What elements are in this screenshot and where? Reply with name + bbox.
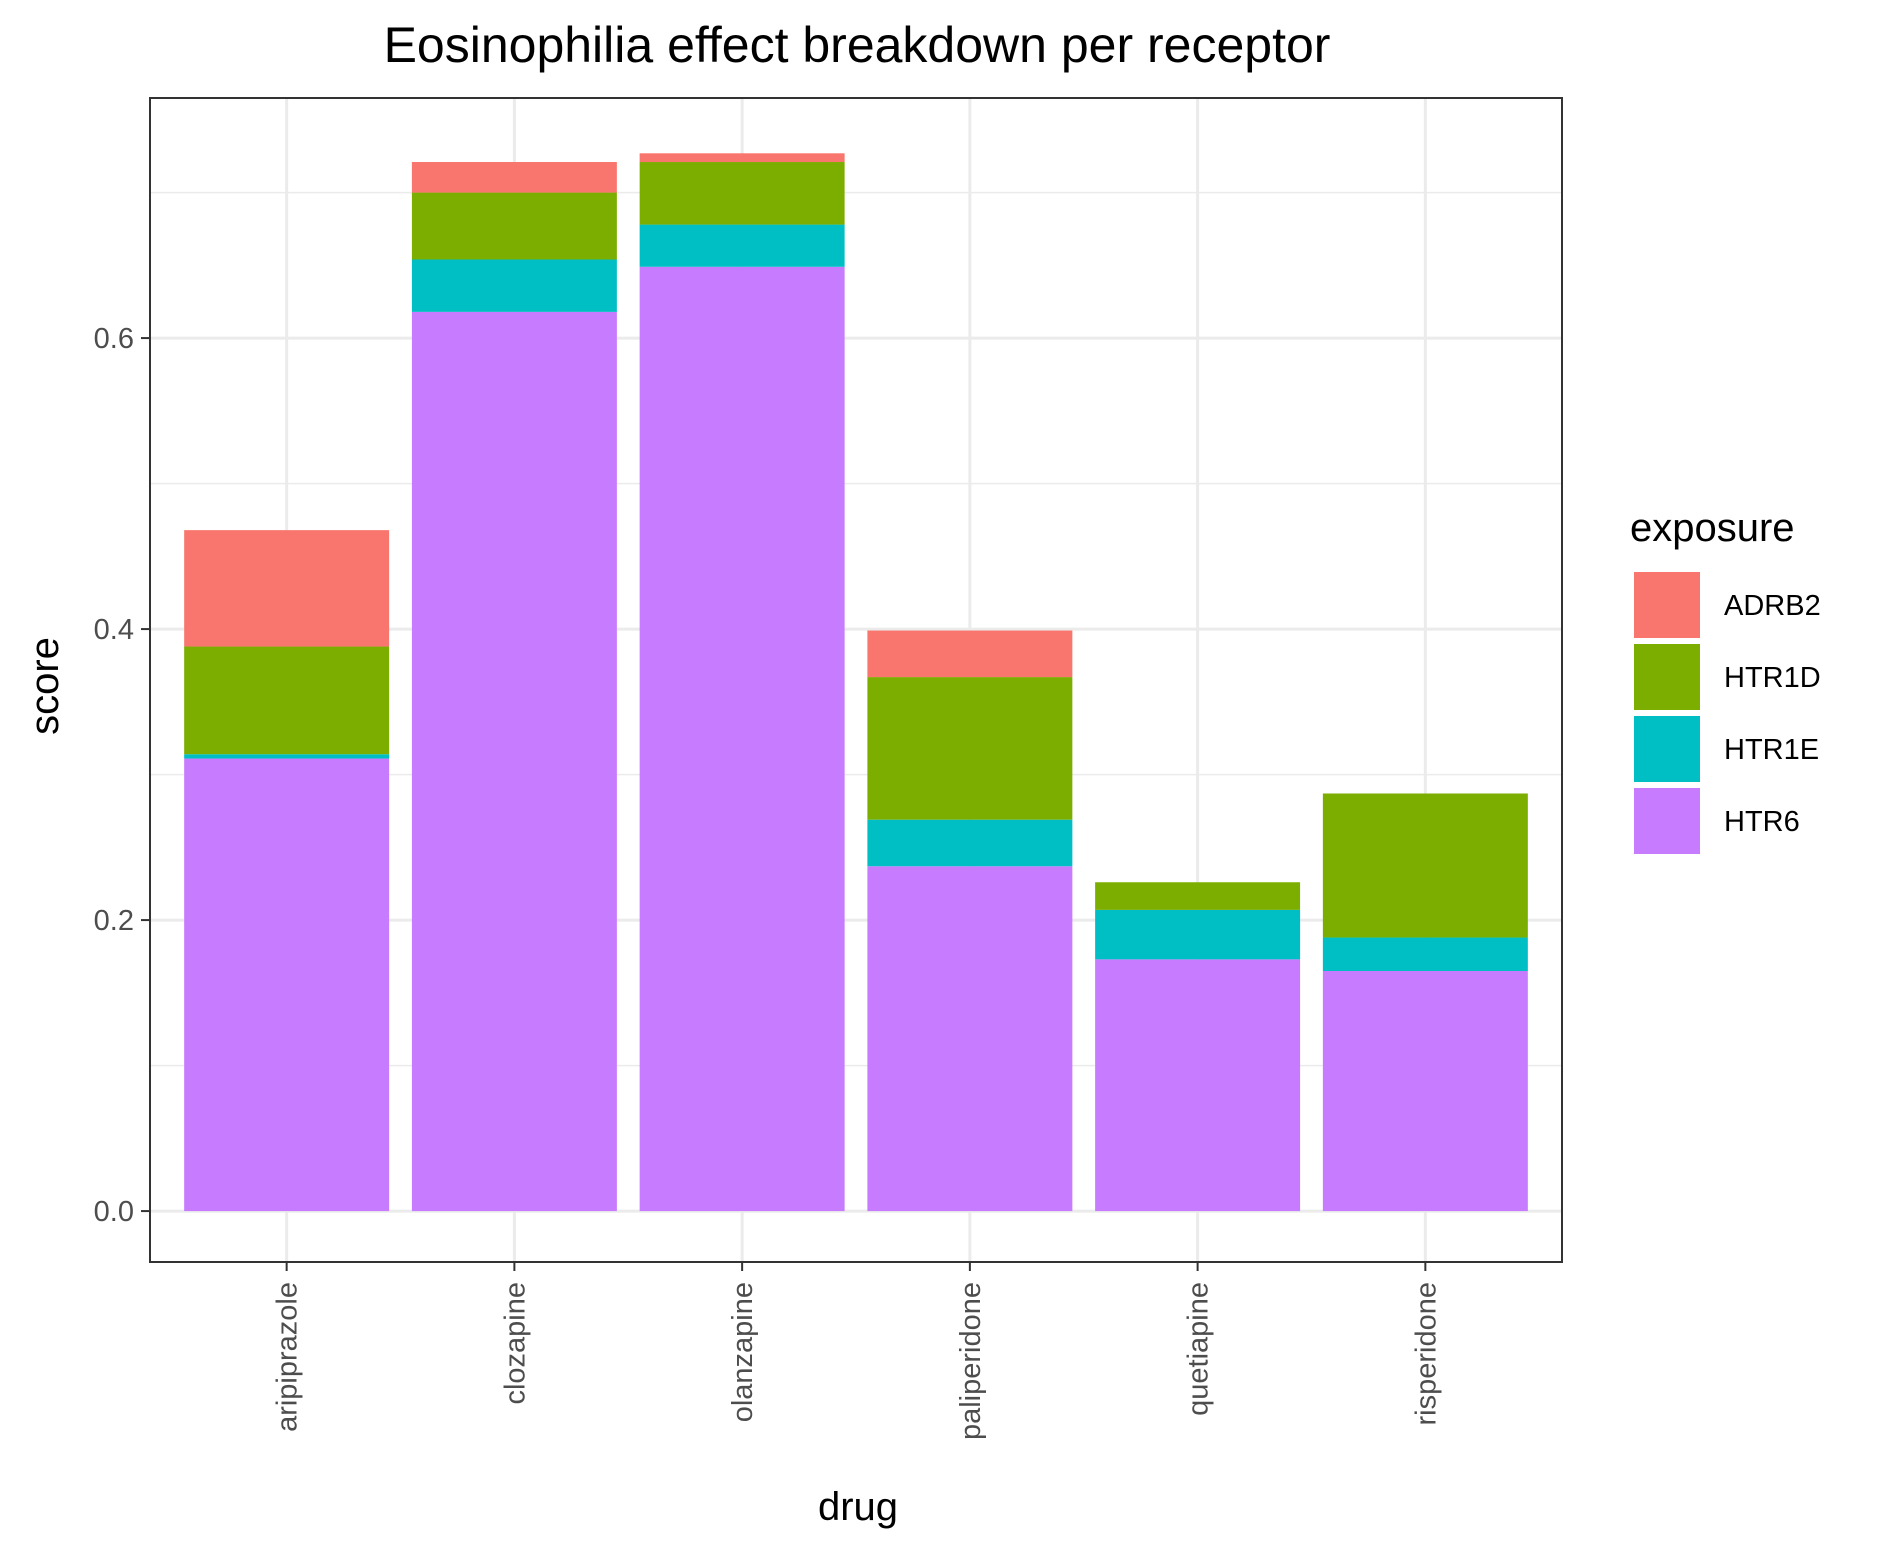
x-tick-label: paliperidone [955,1282,987,1440]
bar-aripiprazole-htr1d [184,646,390,755]
y-tick-label: 0.4 [94,614,134,646]
bar-aripiprazole-htr6 [184,758,390,1212]
bar-olanzapine-htr1e [639,224,845,267]
legend-label: HTR1D [1724,662,1821,694]
legend-title: exposure [1630,506,1795,550]
chart-title: Eosinophilia effect breakdown per recept… [384,17,1331,73]
legend-label: ADRB2 [1724,590,1821,622]
bar-clozapine-adrb2 [411,162,617,193]
bars [184,153,1528,1212]
bar-aripiprazole-htr1e [184,754,390,759]
legend-label: HTR1E [1724,734,1819,766]
y-axis-title: score [23,637,67,735]
bar-clozapine-htr1d [411,192,617,260]
bar-quetiapine-htr6 [1095,959,1301,1212]
x-tick-label: quetiapine [1183,1282,1215,1416]
bar-paliperidone-htr6 [867,866,1073,1212]
bar-paliperidone-adrb2 [867,630,1073,678]
legend-key-htr1e [1634,716,1700,782]
axis-ticks: 0.0 0.2 0.4 0.6 aripiprazole clozapine olanzap… [94,323,1443,1440]
x-tick-label: clozapine [499,1282,531,1405]
x-axis-title: drug [818,1485,898,1529]
bar-clozapine-htr1e [411,259,617,312]
bar-olanzapine-htr1d [639,162,845,225]
y-tick-label: 0.0 [94,1196,134,1228]
y-tick-label: 0.2 [94,905,134,937]
bar-paliperidone-htr1d [867,677,1073,820]
x-tick-label: risperidone [1410,1282,1442,1425]
bar-olanzapine-htr6 [639,266,845,1212]
bar-aripiprazole-adrb2 [184,530,390,647]
legend-label: HTR6 [1724,806,1800,838]
bar-risperidone-htr6 [1322,971,1528,1212]
bar-risperidone-htr1e [1322,937,1528,971]
bar-risperidone-htr1d [1322,793,1528,938]
bar-quetiapine-htr1d [1095,882,1301,910]
legend-key-adrb2 [1634,572,1700,638]
legend: exposure ADRB2 HTR1D HTR1E HTR6 [1630,506,1821,854]
bar-clozapine-htr6 [411,311,617,1212]
bar-olanzapine-adrb2 [639,153,845,163]
y-tick-label: 0.6 [94,323,134,355]
x-tick-label: olanzapine [727,1282,759,1422]
legend-key-htr1d [1634,644,1700,710]
bar-quetiapine-htr1e [1095,909,1301,960]
panel-border [149,97,1563,1263]
bar-paliperidone-htr1e [867,819,1073,867]
x-tick-label: aripiprazole [272,1282,304,1432]
legend-key-htr6 [1634,788,1700,854]
